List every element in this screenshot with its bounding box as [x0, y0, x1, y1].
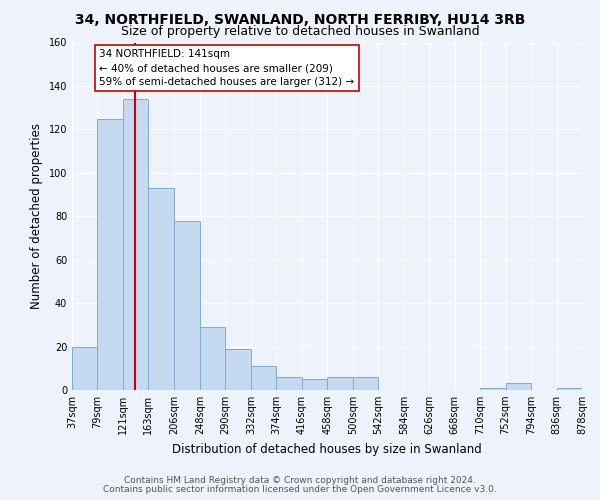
Bar	[226, 348, 251, 390]
Text: 34 NORTHFIELD: 141sqm
← 40% of detached houses are smaller (209)
59% of semi-det: 34 NORTHFIELD: 141sqm ← 40% of detached …	[99, 49, 355, 87]
Bar	[506, 384, 531, 390]
Bar	[557, 388, 582, 390]
Bar	[353, 377, 378, 390]
Bar	[302, 379, 328, 390]
Bar	[277, 377, 302, 390]
Text: Contains public sector information licensed under the Open Government Licence v3: Contains public sector information licen…	[103, 485, 497, 494]
Bar	[480, 388, 506, 390]
Y-axis label: Number of detached properties: Number of detached properties	[30, 123, 43, 309]
Bar	[251, 366, 277, 390]
Bar	[72, 346, 97, 390]
Bar	[123, 99, 148, 390]
Text: Contains HM Land Registry data © Crown copyright and database right 2024.: Contains HM Land Registry data © Crown c…	[124, 476, 476, 485]
Text: 34, NORTHFIELD, SWANLAND, NORTH FERRIBY, HU14 3RB: 34, NORTHFIELD, SWANLAND, NORTH FERRIBY,…	[75, 12, 525, 26]
Bar	[97, 118, 123, 390]
Bar	[200, 327, 226, 390]
Bar	[328, 377, 353, 390]
Bar	[148, 188, 175, 390]
X-axis label: Distribution of detached houses by size in Swanland: Distribution of detached houses by size …	[172, 442, 482, 456]
Text: Size of property relative to detached houses in Swanland: Size of property relative to detached ho…	[121, 25, 479, 38]
Bar	[175, 220, 200, 390]
